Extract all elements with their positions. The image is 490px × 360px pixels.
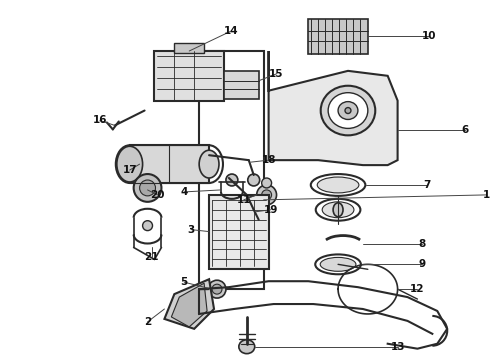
Circle shape [252, 219, 262, 229]
Text: 15: 15 [270, 69, 284, 79]
Bar [308, 19, 368, 54]
Polygon shape [165, 279, 214, 329]
Ellipse shape [315, 255, 361, 274]
Text: 19: 19 [264, 205, 278, 215]
Circle shape [226, 174, 238, 186]
Bar [209, 195, 269, 269]
Bar [199, 51, 264, 289]
Text: 6: 6 [462, 125, 469, 135]
Text: 9: 9 [419, 259, 426, 269]
Text: 11: 11 [237, 195, 251, 205]
Circle shape [257, 185, 276, 205]
Polygon shape [172, 283, 207, 327]
Circle shape [140, 180, 155, 196]
Text: 8: 8 [419, 239, 426, 249]
Text: 5: 5 [181, 277, 188, 287]
Circle shape [248, 174, 260, 186]
Bar [154, 51, 224, 100]
Circle shape [262, 178, 271, 188]
Ellipse shape [311, 174, 366, 196]
Ellipse shape [199, 150, 219, 178]
Ellipse shape [338, 102, 358, 120]
Text: 3: 3 [188, 225, 195, 235]
Text: 7: 7 [424, 180, 431, 190]
Bar [174, 43, 204, 53]
Bar [224, 71, 259, 99]
Ellipse shape [320, 257, 356, 271]
Ellipse shape [320, 86, 375, 135]
Text: 21: 21 [144, 252, 159, 262]
Ellipse shape [333, 203, 343, 217]
Text: 17: 17 [122, 165, 137, 175]
Circle shape [345, 108, 351, 113]
Ellipse shape [239, 340, 255, 354]
Text: 4: 4 [181, 187, 188, 197]
Circle shape [134, 174, 161, 202]
Polygon shape [269, 51, 397, 165]
Text: 1: 1 [483, 190, 490, 200]
Circle shape [208, 280, 226, 298]
Text: 14: 14 [223, 26, 238, 36]
Text: 20: 20 [150, 190, 165, 200]
Text: 10: 10 [422, 31, 437, 41]
Ellipse shape [328, 93, 368, 129]
Ellipse shape [117, 146, 143, 182]
Ellipse shape [316, 199, 360, 221]
Circle shape [212, 284, 222, 294]
Text: 12: 12 [410, 284, 425, 294]
Circle shape [262, 190, 271, 200]
Bar [130, 145, 209, 183]
Text: 13: 13 [391, 342, 405, 352]
Text: 2: 2 [144, 317, 151, 327]
Ellipse shape [322, 202, 354, 218]
Text: 16: 16 [93, 116, 107, 126]
Text: 18: 18 [261, 155, 276, 165]
Ellipse shape [317, 177, 359, 193]
Circle shape [143, 221, 152, 231]
